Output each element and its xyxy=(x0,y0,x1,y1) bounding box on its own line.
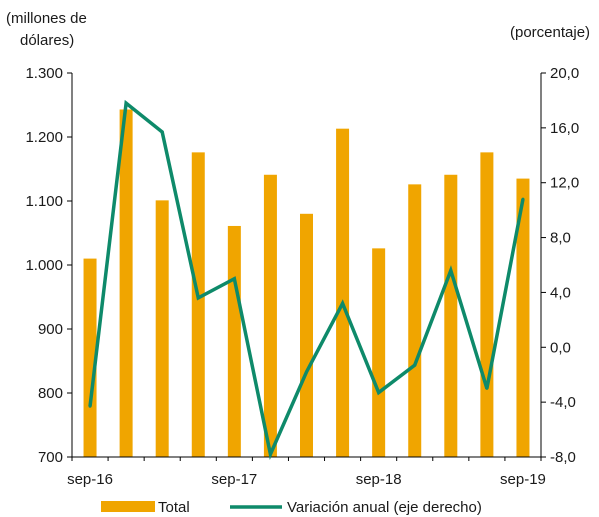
bar-series xyxy=(83,109,530,458)
left-tick-label: 700 xyxy=(38,449,63,466)
left-tick-label: 1.000 xyxy=(25,257,63,274)
legend-label-variation: Variación anual (eje derecho) xyxy=(287,499,482,516)
right-tick-label: 16,0 xyxy=(550,120,579,137)
left-tick-label: 1.200 xyxy=(25,129,63,146)
line-point-3 xyxy=(196,296,200,300)
right-tick-label: 8,0 xyxy=(550,230,571,247)
left-axis-label-line1: (millones de xyxy=(6,10,87,27)
bar-12 xyxy=(516,178,530,457)
legend: Total Variación anual (eje derecho) xyxy=(101,499,482,516)
line-point-9 xyxy=(413,363,417,367)
bar-1 xyxy=(119,109,133,457)
bar-10 xyxy=(444,174,458,457)
right-tick-label: 0,0 xyxy=(550,339,571,356)
left-tick-label: 1.100 xyxy=(25,193,63,210)
bar-9 xyxy=(408,184,422,458)
line-point-11 xyxy=(485,386,489,390)
bar-3 xyxy=(191,152,205,458)
line-point-1 xyxy=(124,101,128,105)
right-axis-label: (porcentaje) xyxy=(510,24,591,41)
line-series xyxy=(88,99,525,460)
line-point-12 xyxy=(521,197,525,201)
right-tick-label: 4,0 xyxy=(550,284,571,301)
x-tick-label: sep-16 xyxy=(67,471,113,488)
line-point-4 xyxy=(232,277,236,281)
left-axis-label-line2: dólares) xyxy=(20,32,75,49)
left-tick-label: 900 xyxy=(38,321,63,338)
bar-11 xyxy=(480,152,494,458)
bar-0 xyxy=(83,258,97,457)
bar-6 xyxy=(300,213,313,457)
axes: 700 800 900 1.000 1.100 1.200 1.300 -8,0 -4,0 0,0… xyxy=(25,65,579,488)
x-tick-label: sep-19 xyxy=(500,471,546,488)
line-point-10 xyxy=(449,268,453,272)
right-tick-label: 20,0 xyxy=(550,65,579,82)
bar-7 xyxy=(336,128,350,457)
left-tick-label: 800 xyxy=(38,385,63,402)
line-point-5 xyxy=(268,452,272,456)
line-point-6 xyxy=(305,370,308,374)
right-tick-label: -4,0 xyxy=(550,394,576,411)
line-point-0 xyxy=(88,404,92,408)
bar-2 xyxy=(155,200,169,458)
line-point-2 xyxy=(160,130,164,134)
left-tick-label: 1.300 xyxy=(25,65,63,82)
line-point-8 xyxy=(377,391,381,395)
right-tick-label: -8,0 xyxy=(550,449,576,466)
right-tick-label: 12,0 xyxy=(550,175,579,192)
legend-swatch-total xyxy=(101,501,155,512)
line-point-7 xyxy=(341,301,345,305)
bar-4 xyxy=(227,225,241,457)
bar-5 xyxy=(263,174,277,457)
left-axis-label: (millones de dólares) xyxy=(6,8,87,52)
bar-8 xyxy=(372,248,386,457)
x-tick-label: sep-18 xyxy=(356,471,402,488)
x-tick-label: sep-17 xyxy=(211,471,257,488)
legend-label-total: Total xyxy=(158,499,190,516)
